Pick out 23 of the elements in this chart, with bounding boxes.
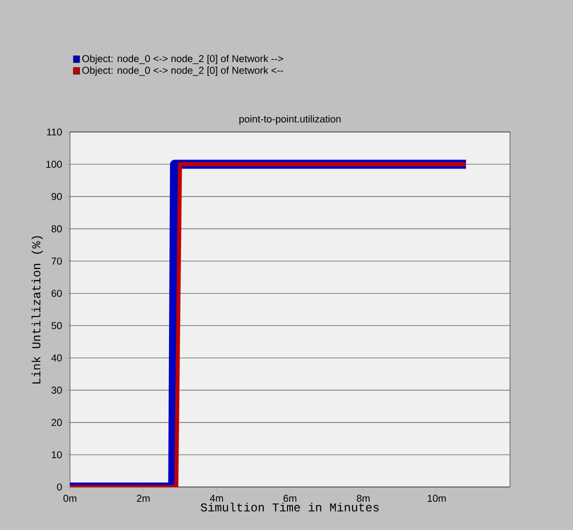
legend-label: Object: node_0 <-> node_2 [0] of Network <--: [82, 66, 284, 76]
y-tick-label: 20: [52, 418, 62, 426]
y-tick-label: 80: [52, 225, 62, 232]
y-tick-label: 60: [52, 290, 62, 297]
y-tick-label: 70: [52, 258, 62, 265]
y-tick-label: 50: [52, 322, 62, 330]
legend-label: Object: node_0 <-> node_2 [0] of Network -->: [82, 54, 283, 64]
y-tick-label: 10: [52, 451, 62, 458]
y-tick-label: 30: [52, 386, 62, 394]
x-axis-title: Simultion Time in Minutes: [200, 502, 379, 512]
x-tick-label: 4m: [210, 494, 223, 502]
y-axis-title: Link Untilization (%): [32, 236, 43, 384]
x-tick-label: 10m: [428, 494, 446, 502]
x-tick-label: 2m: [136, 494, 150, 502]
y-tick-label: 110: [47, 128, 62, 136]
x-tick-label: 8m: [356, 494, 370, 502]
y-tick-label: 0: [57, 483, 62, 491]
y-tick-label: 100: [46, 160, 62, 168]
x-tick-label: 6m: [284, 494, 296, 502]
y-tick-label: 40: [51, 354, 62, 362]
chart-title: point-to-point.utilization: [239, 115, 341, 124]
x-tick-label: 0m: [63, 494, 76, 502]
y-tick-label: 90: [52, 193, 62, 200]
